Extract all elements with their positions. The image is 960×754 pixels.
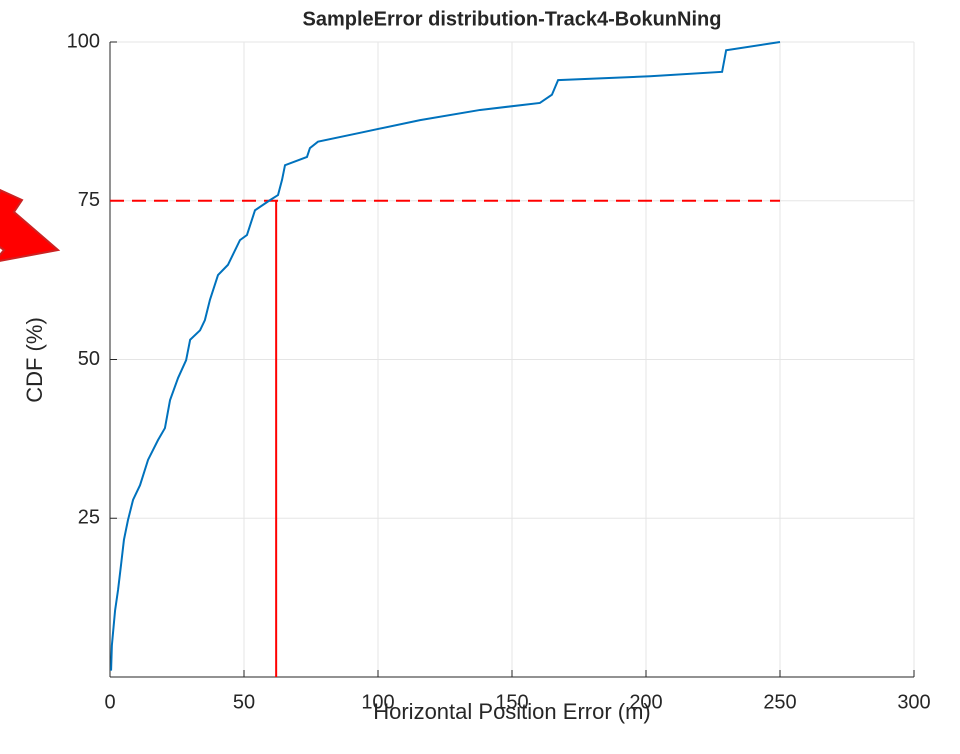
y-tick-label: 75 [78, 189, 100, 211]
x-tick-label: 300 [897, 691, 930, 713]
chart-title: SampleError distribution-Track4-BokunNin… [303, 8, 722, 30]
y-tick-label: 50 [78, 348, 100, 370]
x-axis-label: Horizontal Position Error (m) [373, 699, 651, 724]
x-tick-label: 50 [233, 691, 255, 713]
y-tick-label: 100 [67, 30, 100, 52]
x-tick-label: 250 [763, 691, 796, 713]
x-tick-label: 0 [104, 691, 115, 713]
y-tick-label: 25 [78, 507, 100, 529]
cdf-line [110, 41, 781, 671]
y-axis-label: CDF (%) [22, 317, 47, 403]
x-tick-label: 200 [629, 691, 662, 713]
x-tick-label: 150 [495, 691, 528, 713]
x-tick-label: 100 [361, 691, 394, 713]
pointer-arrow [0, 188, 61, 262]
